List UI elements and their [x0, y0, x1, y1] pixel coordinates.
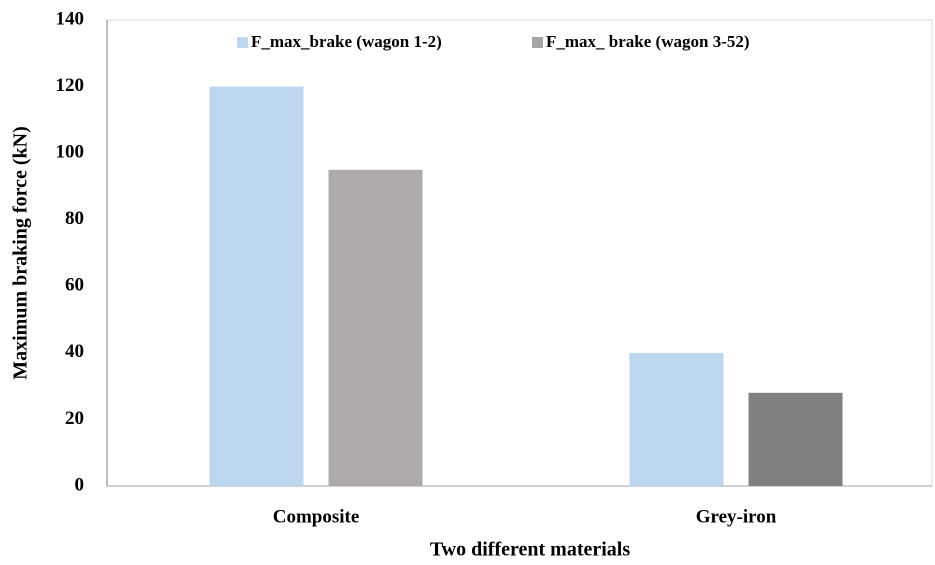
y-tick-label: 20 [65, 408, 84, 429]
bar [209, 86, 304, 487]
legend-swatch [532, 37, 543, 48]
bar [629, 352, 724, 486]
bar [748, 392, 843, 486]
y-tick-label: 140 [56, 8, 85, 29]
y-tick-label: 40 [65, 341, 84, 362]
legend-label: F_max_ brake (wagon 3-52) [546, 32, 750, 51]
y-tick-label: 0 [75, 474, 85, 495]
x-tick-label: Grey-iron [696, 506, 777, 527]
y-axis-title: Maximum braking force (kN) [10, 126, 32, 380]
x-tick-label: Composite [273, 506, 360, 527]
y-tick-label: 100 [56, 142, 85, 163]
legend-label: F_max_brake (wagon 1-2) [251, 32, 442, 51]
y-tick-label: 120 [56, 75, 85, 96]
y-tick-label: 80 [65, 208, 84, 229]
y-tick-label: 60 [65, 275, 84, 296]
legend-swatch [237, 37, 248, 48]
bar [328, 169, 423, 487]
x-axis-title: Two different materials [430, 539, 631, 561]
